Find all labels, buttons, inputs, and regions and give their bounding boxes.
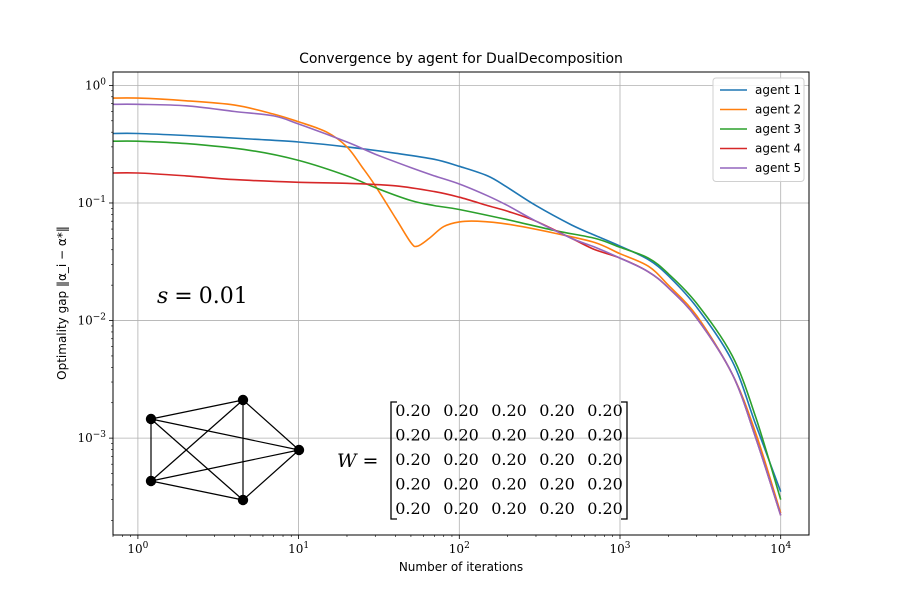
graph-edge (150, 418, 244, 501)
x-tick-label-1-exponent: 1 (303, 541, 309, 551)
series-line-agent-2 (113, 97, 782, 514)
graph-edge (242, 449, 300, 501)
matrix-label: W = (337, 450, 378, 472)
series-line-agent-5 (113, 103, 782, 516)
legend-label-agent-5: agent 5 (755, 161, 801, 175)
matrix-cell: 0.20 (491, 450, 527, 469)
y-tick-label-1: 10−1 (77, 195, 106, 210)
x-tick-label-3: 103 (609, 541, 630, 556)
x-tick-label-1-base: 10 (288, 542, 303, 556)
matrix-cell: 0.20 (395, 450, 431, 469)
graph-node (145, 475, 157, 487)
plot-frame (112, 71, 810, 536)
y-tick-label-1-base: 10 (77, 196, 92, 210)
legend-box (712, 77, 805, 182)
y-tick-label-2-exponent: −2 (93, 313, 106, 323)
x-tick-label-2: 102 (449, 541, 470, 556)
matrix-cell: 0.20 (491, 475, 527, 494)
y-tick-label-3-base: 10 (77, 431, 92, 445)
matrix-cell: 0.20 (443, 426, 479, 445)
matrix-left-bracket (390, 401, 397, 520)
matrix-cell: 0.20 (539, 426, 575, 445)
matrix-cell: 0.20 (587, 450, 623, 469)
matrix-cell: 0.20 (443, 475, 479, 494)
matrix-cell: 0.20 (443, 499, 479, 518)
series-line-agent-3 (113, 140, 782, 500)
graph-node (293, 444, 305, 456)
graph-edge (150, 418, 300, 451)
chart-title: Convergence by agent for DualDecompositi… (299, 51, 623, 67)
series-line-agent-1 (113, 132, 782, 492)
y-tick-label-0-base: 10 (85, 78, 100, 92)
x-tick-label-2-base: 10 (449, 542, 464, 556)
legend-label-agent-3: agent 3 (755, 122, 801, 136)
matrix-cell: 0.20 (395, 499, 431, 518)
step-size-value: 0.01 (199, 284, 248, 309)
legend-label-agent-2: agent 2 (755, 103, 801, 117)
x-tick-label-4-exponent: 4 (785, 541, 791, 551)
matrix-symbol: W (337, 450, 358, 472)
matrix-cell: 0.20 (587, 401, 623, 420)
legend-label-agent-1: agent 1 (755, 83, 801, 97)
matrix-cell: 0.20 (539, 499, 575, 518)
graph-node (237, 494, 249, 506)
y-tick-label-0-exponent: 0 (100, 77, 106, 87)
matrix-cell: 0.20 (443, 401, 479, 420)
graph-edge (242, 399, 300, 451)
y-tick-label-2-base: 10 (77, 314, 92, 328)
matrix-right-bracket (621, 401, 628, 520)
matrix-cell: 0.20 (491, 499, 527, 518)
legend-label-agent-4: agent 4 (755, 142, 801, 156)
x-tick-label-3-base: 10 (609, 542, 624, 556)
graph-edge (150, 399, 244, 482)
x-tick-label-2-exponent: 2 (464, 541, 470, 551)
network-graph (145, 394, 305, 506)
step-size-equals: = (174, 284, 192, 309)
matrix-cell: 0.20 (539, 450, 575, 469)
matrix-cell: 0.20 (395, 475, 431, 494)
annotations: s = 0.01W =0.20 0.20 0.20 0.20 0.200.20 0.20 0.20… (145, 284, 628, 520)
matrix-cell: 0.20 (539, 401, 575, 420)
y-tick-label-3: 10−3 (77, 430, 106, 445)
matrix-cell: 0.20 (395, 401, 431, 420)
y-tick-label-3-exponent: −3 (93, 430, 107, 440)
graph-node (145, 413, 157, 425)
step-size-annotation: s = 0.01 (157, 284, 248, 309)
matrix-cell: 0.20 (587, 426, 623, 445)
x-tick-label-0-exponent: 0 (143, 541, 149, 551)
x-tick-label-3-exponent: 3 (625, 541, 631, 551)
y-tick-label-0: 100 (85, 77, 106, 92)
graph-node (237, 394, 249, 406)
x-tick-label-0-base: 10 (127, 542, 142, 556)
legend: agent 1 agent 2 agent 3 agent 4 agent 5 (712, 77, 805, 182)
grid (113, 72, 809, 535)
y-tick-label-2: 10−2 (77, 313, 106, 328)
matrix-cell: 0.20 (539, 475, 575, 494)
graph-edge (150, 449, 300, 482)
matrix-cell: 0.20 (491, 426, 527, 445)
y-axis-label: Optimality gap ‖α_i − α*‖ (55, 226, 69, 380)
graph-edge (150, 480, 244, 501)
y-tick-label-1-exponent: −1 (93, 195, 106, 205)
series-lines (113, 97, 782, 516)
matrix-equals: = (363, 450, 379, 472)
x-tick-label-0: 100 (127, 541, 148, 556)
matrix-cell: 0.20 (443, 450, 479, 469)
matrix-cell: 0.20 (587, 499, 623, 518)
matrix-cell: 0.20 (587, 475, 623, 494)
x-tick-label-4-base: 10 (770, 542, 785, 556)
x-axis-label: Number of iterations (399, 560, 523, 574)
graph-edge (150, 399, 244, 420)
matrix-cell: 0.20 (491, 401, 527, 420)
matrix-cell: 0.20 (395, 426, 431, 445)
x-tick-label-4: 104 (770, 541, 791, 556)
step-size-symbol: s (157, 284, 168, 309)
x-tick-label-1: 101 (288, 541, 309, 556)
